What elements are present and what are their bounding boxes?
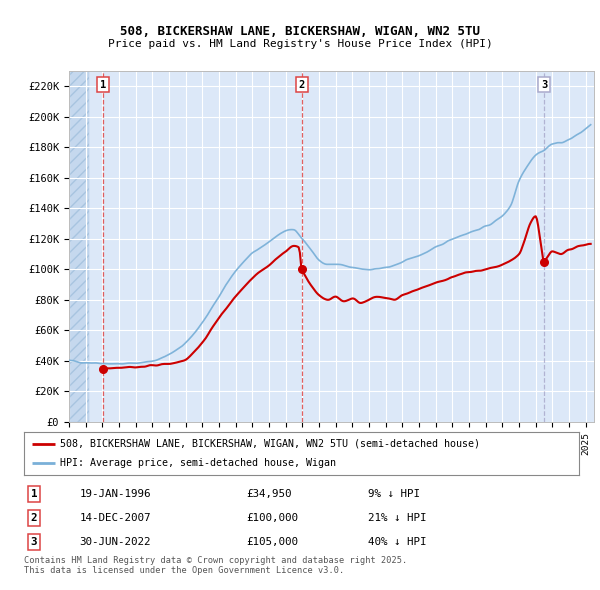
Text: £34,950: £34,950	[246, 489, 292, 499]
Text: 9% ↓ HPI: 9% ↓ HPI	[368, 489, 420, 499]
Text: 30-JUN-2022: 30-JUN-2022	[79, 536, 151, 546]
Text: 19-JAN-1996: 19-JAN-1996	[79, 489, 151, 499]
Text: 3: 3	[541, 80, 547, 90]
Text: HPI: Average price, semi-detached house, Wigan: HPI: Average price, semi-detached house,…	[60, 458, 336, 468]
Text: £100,000: £100,000	[246, 513, 298, 523]
Text: 1: 1	[100, 80, 106, 90]
Text: 508, BICKERSHAW LANE, BICKERSHAW, WIGAN, WN2 5TU (semi-detached house): 508, BICKERSHAW LANE, BICKERSHAW, WIGAN,…	[60, 439, 480, 449]
Text: Price paid vs. HM Land Registry's House Price Index (HPI): Price paid vs. HM Land Registry's House …	[107, 39, 493, 49]
Text: 2: 2	[31, 513, 37, 523]
Text: Contains HM Land Registry data © Crown copyright and database right 2025.
This d: Contains HM Land Registry data © Crown c…	[24, 556, 407, 575]
Text: 14-DEC-2007: 14-DEC-2007	[79, 513, 151, 523]
Text: 21% ↓ HPI: 21% ↓ HPI	[368, 513, 427, 523]
Text: 2: 2	[299, 80, 305, 90]
Text: 40% ↓ HPI: 40% ↓ HPI	[368, 536, 427, 546]
Bar	[61, 71, 89, 422]
Text: 508, BICKERSHAW LANE, BICKERSHAW, WIGAN, WN2 5TU: 508, BICKERSHAW LANE, BICKERSHAW, WIGAN,…	[120, 25, 480, 38]
Bar	[61, 71, 89, 422]
Text: 1: 1	[31, 489, 37, 499]
Text: 3: 3	[31, 536, 37, 546]
Text: £105,000: £105,000	[246, 536, 298, 546]
